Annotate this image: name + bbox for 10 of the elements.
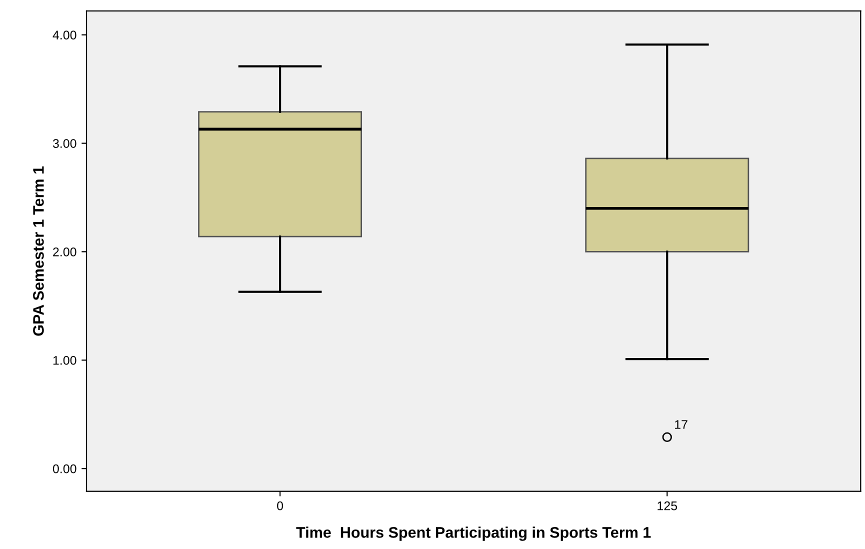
x-tick-label: 125 <box>658 501 678 510</box>
y-tick-label: 4.00 <box>52 30 76 40</box>
y-axis-title: GPA Semester 1 Term 1 <box>33 166 44 336</box>
annotation: 17 <box>675 420 688 429</box>
y-tick-label: 3.00 <box>52 139 76 148</box>
x-axis-title: Time Hours Spent Participating in Sports Term 1 <box>296 526 651 541</box>
y-tick-label: 0.00 <box>52 464 76 474</box>
y-tick-label: 1.00 <box>53 356 76 365</box>
y-tick-label: 2.00 <box>53 248 76 256</box>
x-tick-label: 0 <box>277 501 284 510</box>
